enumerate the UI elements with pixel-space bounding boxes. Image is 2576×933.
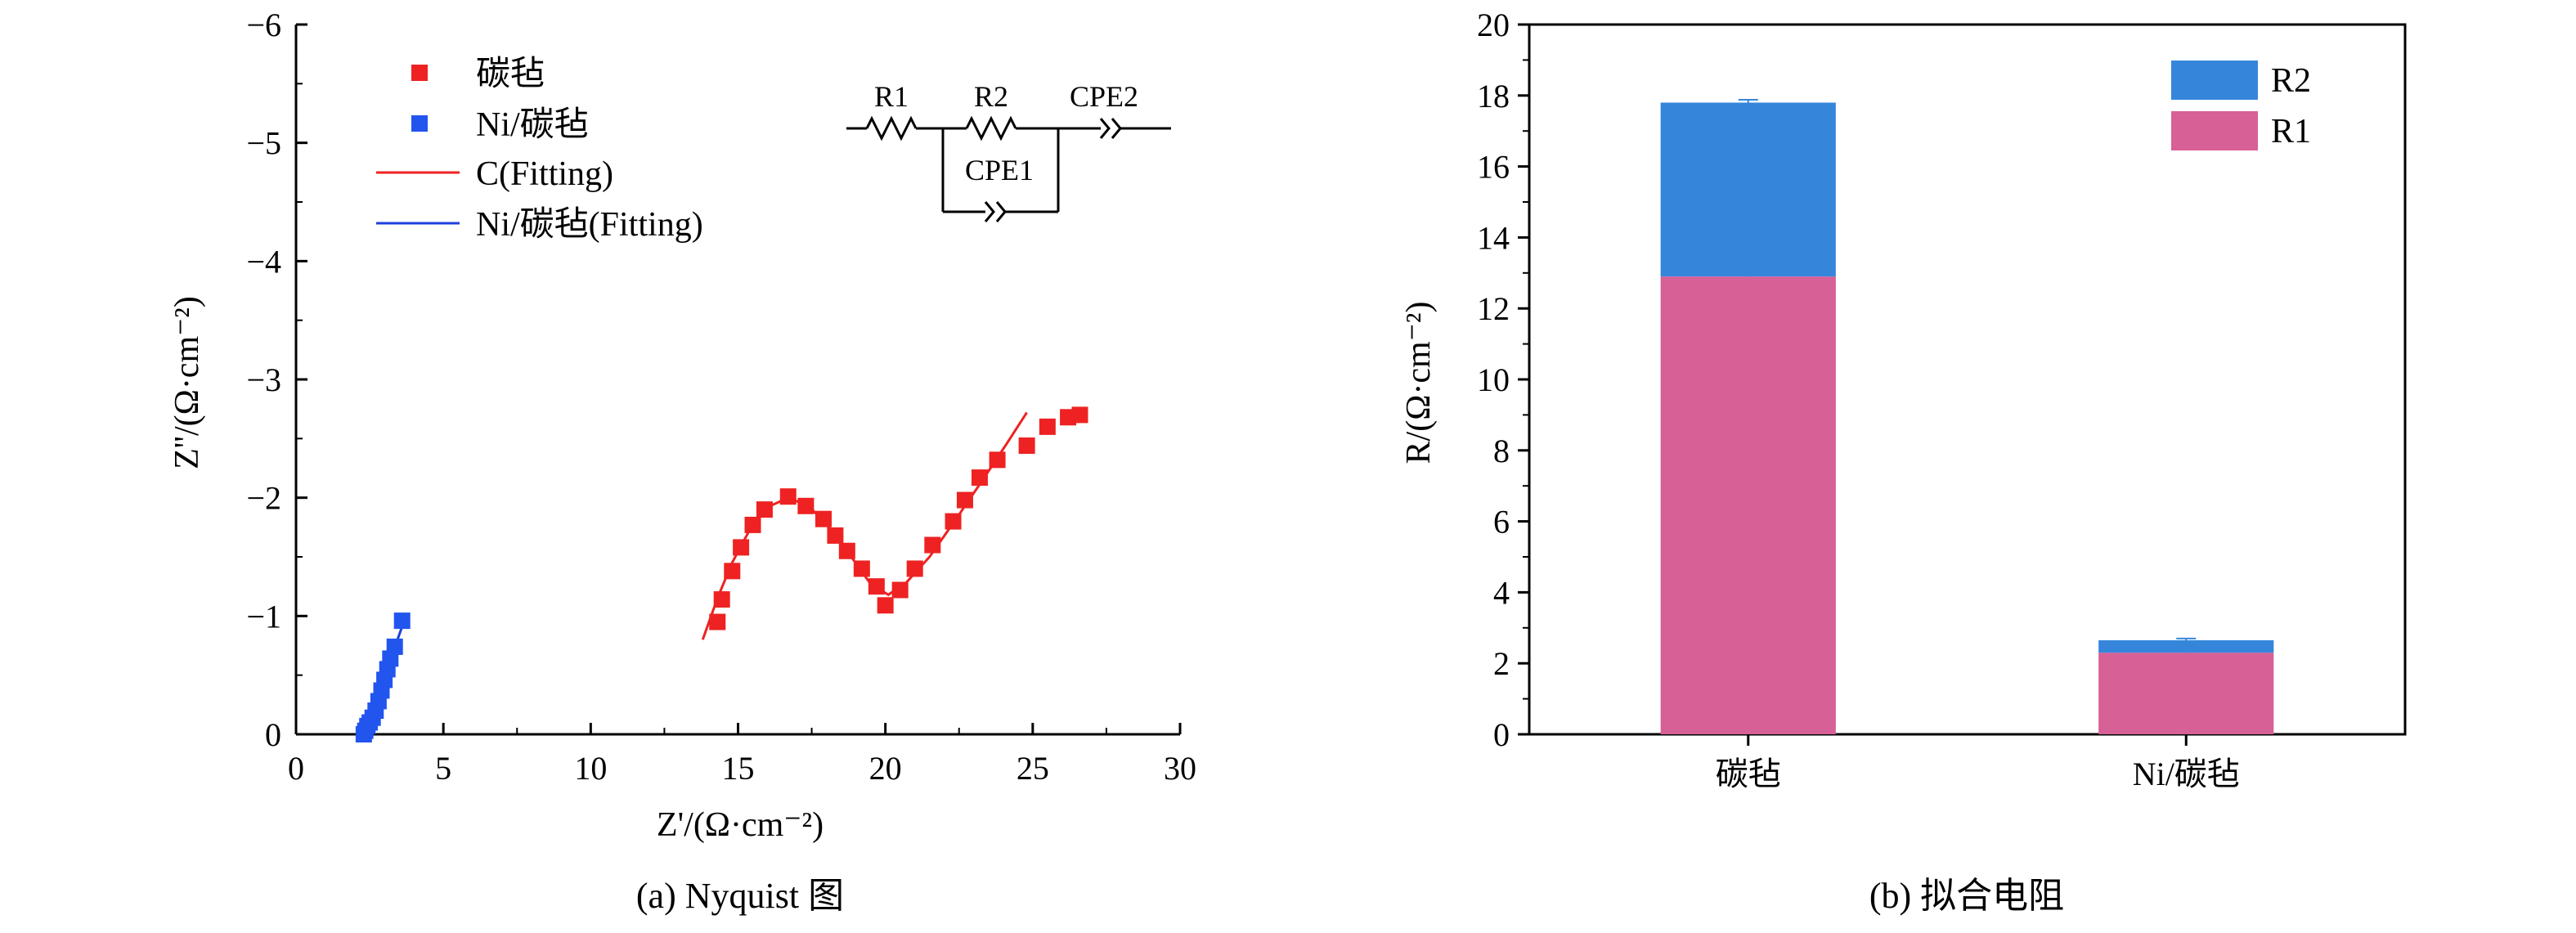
nyquist-x-tick-label: 25	[1016, 750, 1049, 787]
resistance-panel: 0 2 4 6 8 10 12 14 16 18 20 碳毡 Ni/碳毡 R/(Ω·cm⁻²) R2 …	[1400, 7, 2407, 916]
cpe2-icon-b	[1111, 118, 1122, 139]
legend-label-c-fit: C(Fitting)	[476, 155, 613, 193]
data-point-marker	[891, 581, 909, 599]
legend-label-carbon: 碳毡	[476, 56, 545, 93]
circuit-label-cpe2: CPE2	[1070, 80, 1138, 113]
data-point-marker	[877, 597, 894, 614]
data-point-marker	[709, 613, 726, 630]
data-point-marker	[756, 501, 773, 518]
category-label: Ni/碳毡	[2133, 756, 2240, 792]
data-point-marker	[1018, 437, 1035, 455]
resistance-y-tick-label: 14	[1477, 219, 1510, 256]
data-point-marker	[906, 560, 923, 577]
legend-marker-ni	[411, 115, 428, 132]
bar-segment-r1	[2098, 653, 2274, 734]
cpe1-icon-b	[995, 201, 1007, 222]
data-point-marker	[989, 451, 1006, 469]
data-point-marker	[868, 578, 885, 595]
data-point-marker	[744, 516, 761, 533]
legend-swatch-r2	[2171, 61, 2258, 100]
nyquist-y-tick-label: −4	[246, 243, 281, 280]
data-point-marker	[393, 612, 411, 630]
nyquist-x-label: Z'/(Ω·cm⁻²)	[657, 806, 824, 844]
resistance-y-tick-label: 10	[1477, 361, 1510, 398]
data-point-marker	[1039, 418, 1056, 435]
resistance-y-tick-label: 20	[1477, 7, 1510, 43]
legend-label-r1: R1	[2271, 113, 2311, 150]
resistance-y-tick-label: 16	[1477, 149, 1510, 186]
resistor-r2-icon	[965, 115, 1017, 141]
resistance-y-tick-label: 4	[1493, 574, 1510, 611]
bar-segment-r1	[1660, 276, 1836, 734]
resistance-y-tick-label: 2	[1493, 645, 1510, 682]
resistance-y-tick-label: 18	[1477, 78, 1510, 114]
legend-label-ni: Ni/碳毡	[476, 106, 589, 144]
data-point-marker	[924, 536, 941, 554]
bar-segment-r2	[2098, 639, 2274, 653]
data-point-marker	[1071, 406, 1088, 424]
nyquist-panel: 0 5 10 15 20 25 30 0 −1 −2 −3 −4 −5 −6 Z'/(Ω·cm⁻²) Z…	[168, 7, 1196, 916]
legend-label-ni-fit: Ni/碳毡(Fitting)	[476, 206, 703, 244]
data-point-marker	[724, 563, 741, 580]
nyquist-x-tick-label: 15	[722, 750, 755, 787]
category-label: 碳毡	[1716, 756, 1781, 792]
resistance-y-label: R/(Ω·cm⁻²)	[1400, 302, 1438, 464]
equivalent-circuit	[846, 115, 1171, 222]
data-point-marker	[827, 527, 844, 544]
data-markers	[355, 406, 1088, 742]
legend-swatch-r1	[2171, 111, 2258, 150]
nyquist-y-label: Z''/(Ω·cm⁻²)	[168, 296, 206, 469]
legend-marker-carbon	[411, 65, 428, 81]
data-point-marker	[713, 591, 730, 608]
nyquist-x-tick-label: 10	[574, 750, 607, 787]
nyquist-x-tick-label: 20	[869, 750, 902, 787]
circuit-label-r2: R2	[974, 80, 1008, 113]
nyquist-x-tick-label: 0	[288, 750, 304, 787]
resistance-y-tick-label: 12	[1477, 290, 1510, 327]
nyquist-axes	[294, 25, 1180, 736]
resistor-r1-icon	[865, 115, 918, 141]
resistance-legend: R2 R1	[2171, 61, 2311, 150]
data-point-marker	[386, 638, 403, 655]
data-point-marker	[956, 491, 973, 509]
circuit-label-r1: R1	[874, 80, 909, 113]
nyquist-caption: (a) Nyquist 图	[636, 876, 844, 916]
data-point-marker	[797, 497, 815, 514]
nyquist-x-tick-label: 30	[1164, 750, 1196, 787]
bar-segment-r2	[1660, 102, 1836, 277]
data-point-marker	[733, 539, 750, 556]
resistance-y-tick-label: 0	[1493, 716, 1510, 753]
resistance-y-tick-label: 8	[1493, 433, 1510, 469]
data-point-marker	[838, 542, 855, 559]
nyquist-y-tick-label: −3	[246, 361, 281, 398]
circuit-label-cpe1: CPE1	[965, 154, 1034, 186]
nyquist-y-tick-label: 0	[265, 716, 281, 753]
data-point-marker	[945, 513, 962, 530]
nyquist-y-tick-label: −6	[246, 7, 281, 43]
resistance-caption: (b) 拟合电阻	[1869, 876, 2064, 916]
stacked-bars	[1660, 99, 2274, 734]
data-point-marker	[971, 469, 988, 487]
data-point-marker	[779, 488, 797, 505]
fit-lines	[360, 411, 1028, 736]
data-point-marker	[815, 510, 832, 527]
nyquist-y-tick-label: −1	[246, 598, 281, 635]
nyquist-y-tick-label: −5	[246, 125, 281, 162]
legend-label-r2: R2	[2271, 62, 2311, 100]
nyquist-x-tick-label: 5	[435, 750, 451, 787]
resistance-y-tick-label: 6	[1493, 504, 1510, 541]
nyquist-y-tick-label: −2	[246, 480, 281, 517]
nyquist-legend: 碳毡 Ni/碳毡 C(Fitting) Ni/碳毡(Fitting)	[376, 56, 703, 244]
cpe1-icon	[984, 201, 995, 222]
cpe2-icon	[1099, 118, 1111, 139]
data-point-marker	[853, 560, 870, 577]
